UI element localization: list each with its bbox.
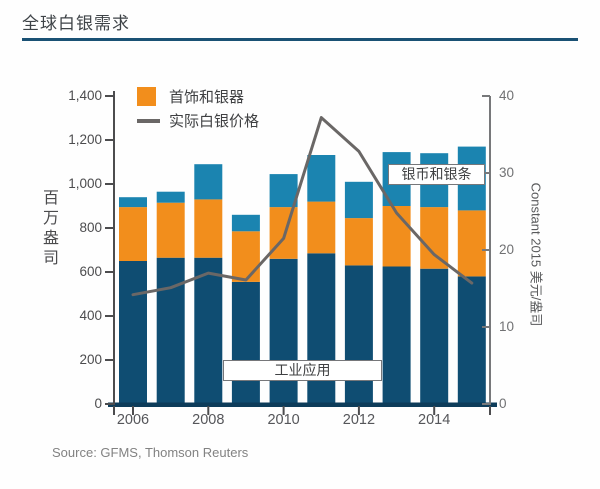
bar-segment — [156, 202, 185, 258]
bar-segment — [382, 206, 411, 267]
bar-segment — [231, 214, 260, 232]
bar-segment — [119, 261, 147, 404]
bar-segment — [119, 197, 147, 208]
bar-segment — [231, 231, 260, 282]
bar-segment — [457, 276, 486, 404]
bar-segment — [307, 253, 336, 404]
legend-swatch-jewelry-icon — [137, 87, 156, 106]
bar-segment — [344, 265, 373, 404]
bar-segment — [420, 207, 449, 269]
legend-label-price: 实际白银价格 — [169, 113, 260, 130]
price-line — [131, 116, 474, 297]
bar-segment — [269, 174, 298, 208]
left-axis-title: 百万盎司 — [40, 189, 57, 269]
annotation-coins-bars: 银币和银条 — [388, 164, 485, 185]
right-axis-title: Constant 2015 美元/盎司 — [528, 182, 544, 327]
page-title: 全球白银需求 — [22, 14, 130, 33]
bar-segment — [307, 201, 336, 254]
bar-segment — [156, 191, 185, 203]
chart-legend: 首饰和银器 实际白银价格 — [137, 86, 259, 134]
bar-segment — [156, 257, 185, 404]
bar-segment — [269, 258, 298, 404]
legend-item-price: 实际白银价格 — [137, 110, 259, 131]
legend-item-jewelry: 首饰和银器 — [137, 86, 259, 107]
legend-swatch-price-line-icon — [137, 118, 160, 123]
source-note: Source: GFMS, Thomson Reuters — [52, 445, 249, 460]
x-axis-line — [108, 402, 497, 407]
bar-segment — [119, 207, 147, 261]
legend-label-jewelry: 首饰和银器 — [169, 89, 245, 106]
bar-segment — [420, 268, 449, 404]
bar-segment — [307, 155, 336, 202]
bar-segment — [231, 281, 260, 404]
bar-segment — [344, 218, 373, 266]
bar-segment — [194, 164, 223, 200]
bar-segment — [194, 257, 223, 404]
bar-segment — [457, 210, 486, 277]
bar-segment — [194, 199, 223, 258]
bar-segment — [382, 266, 411, 404]
annotation-industrial: 工业应用 — [223, 360, 382, 381]
bar-segment — [344, 181, 373, 219]
title-rule — [22, 38, 578, 41]
